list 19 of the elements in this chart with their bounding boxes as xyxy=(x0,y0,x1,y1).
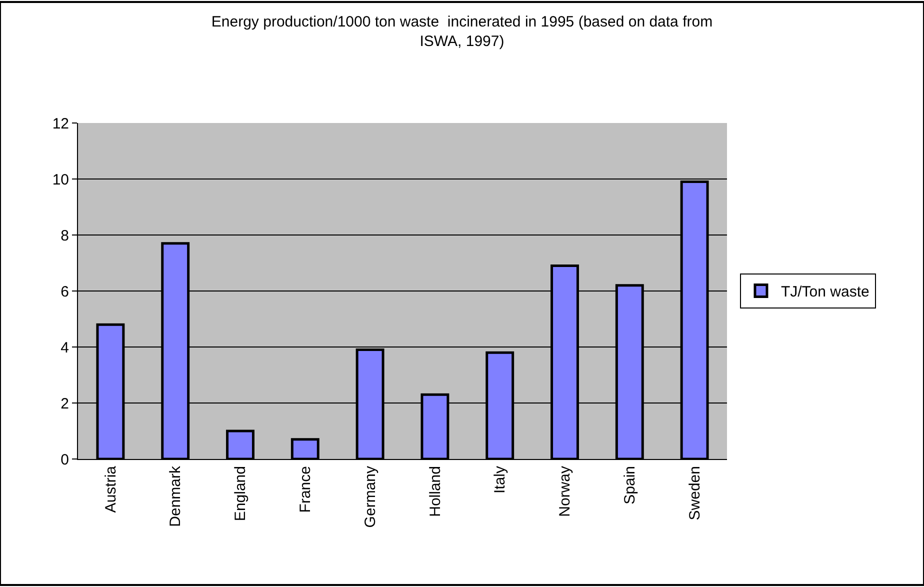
y-tick-label: 2 xyxy=(60,395,69,412)
chart-title: Energy production/1000 ton waste incinerated in 1995 (based on data from ISWA, 1997) xyxy=(211,13,713,50)
x-tick-label: Austria xyxy=(102,465,120,513)
x-tick-label: Italy xyxy=(492,466,509,494)
y-tick-label: 12 xyxy=(52,115,69,132)
x-tick-label: Holland xyxy=(426,466,444,517)
y-tick-label: 10 xyxy=(52,171,69,188)
x-tick-label: Norway xyxy=(556,466,574,517)
y-tick-label: 6 xyxy=(60,283,69,300)
x-tick-label: England xyxy=(232,466,250,522)
x-tick-label: Germany xyxy=(362,466,379,528)
y-tick-label: 4 xyxy=(60,339,69,356)
x-tick-label: Spain xyxy=(622,466,639,504)
y-tick-label: 0 xyxy=(60,451,69,468)
x-tick-label: Sweden xyxy=(686,466,704,520)
x-tick-label: France xyxy=(297,466,314,513)
legend-label: TJ/Ton waste xyxy=(780,284,870,301)
x-tick-label: Denmark xyxy=(167,466,184,527)
y-tick-label: 8 xyxy=(60,227,69,244)
